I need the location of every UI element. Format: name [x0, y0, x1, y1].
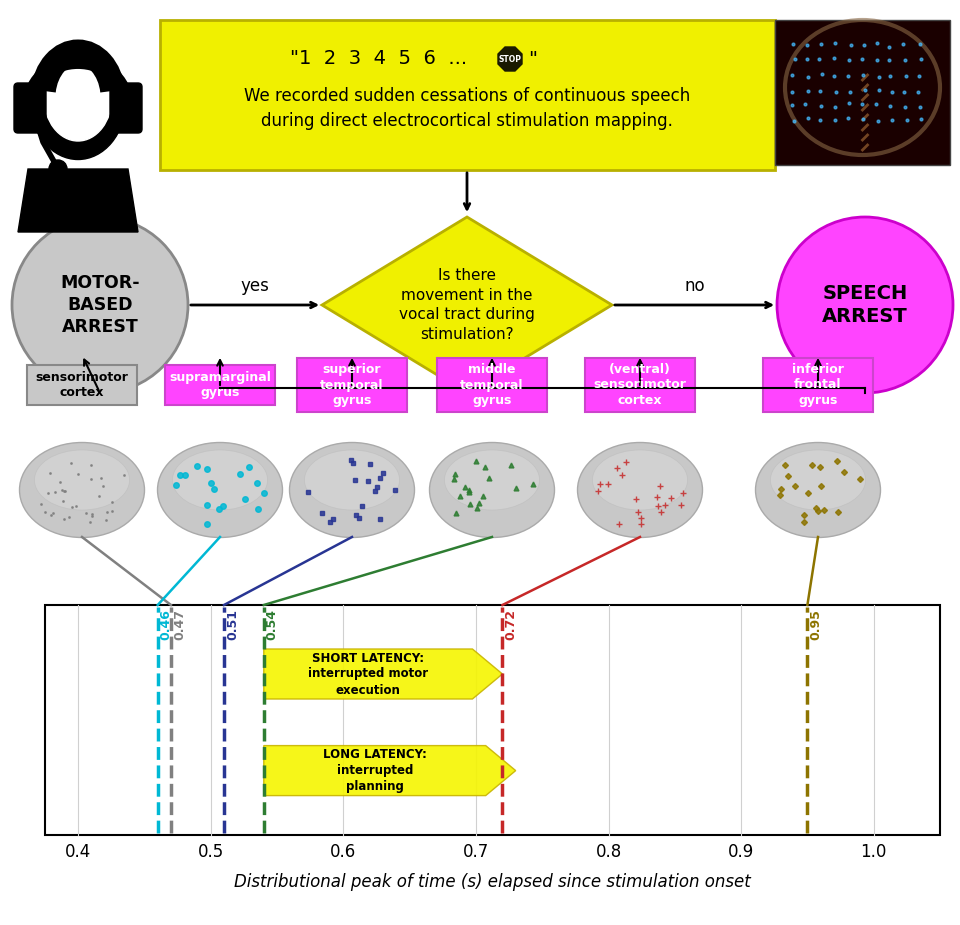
Text: no: no	[684, 277, 705, 295]
Ellipse shape	[771, 450, 866, 510]
Ellipse shape	[173, 450, 268, 510]
Ellipse shape	[44, 53, 112, 141]
FancyBboxPatch shape	[763, 358, 873, 412]
Text: yes: yes	[241, 277, 270, 295]
Text: "1  2  3  4  5  6  ...: "1 2 3 4 5 6 ...	[290, 50, 467, 68]
Ellipse shape	[304, 450, 399, 510]
Text: LONG LATENCY:
interrupted
planning: LONG LATENCY: interrupted planning	[323, 748, 426, 793]
Text: STOP: STOP	[498, 55, 521, 64]
Circle shape	[12, 217, 188, 393]
FancyBboxPatch shape	[110, 83, 142, 133]
Text: inferior
frontal
gyrus: inferior frontal gyrus	[792, 363, 844, 407]
Text: We recorded sudden cessations of continuous speech
during direct electrocortical: We recorded sudden cessations of continu…	[244, 87, 690, 130]
Text: ": "	[528, 50, 537, 68]
Text: 0.51: 0.51	[226, 609, 239, 640]
Ellipse shape	[444, 450, 540, 510]
Text: 0.72: 0.72	[504, 609, 517, 640]
Text: 1.0: 1.0	[860, 843, 887, 861]
Text: 0.5: 0.5	[198, 843, 224, 861]
FancyBboxPatch shape	[14, 83, 46, 133]
FancyBboxPatch shape	[45, 605, 940, 835]
Text: 0.6: 0.6	[330, 843, 356, 861]
FancyBboxPatch shape	[775, 20, 950, 165]
Text: middle
temporal
gyrus: middle temporal gyrus	[460, 363, 524, 407]
Text: MOTOR-
BASED
ARREST: MOTOR- BASED ARREST	[60, 274, 140, 336]
FancyBboxPatch shape	[585, 358, 695, 412]
Text: 0.95: 0.95	[809, 609, 823, 640]
Text: Distributional peak of time (s) elapsed since stimulation onset: Distributional peak of time (s) elapsed …	[234, 873, 751, 891]
Ellipse shape	[157, 442, 282, 537]
Ellipse shape	[578, 442, 703, 537]
FancyBboxPatch shape	[160, 20, 775, 170]
Circle shape	[777, 217, 953, 393]
Polygon shape	[322, 217, 612, 393]
Text: sensorimotor
cortex: sensorimotor cortex	[36, 371, 129, 400]
Text: 0.54: 0.54	[266, 609, 278, 640]
FancyBboxPatch shape	[297, 358, 407, 412]
Polygon shape	[18, 169, 138, 232]
Text: supramarginal
gyrus: supramarginal gyrus	[169, 371, 271, 400]
Text: (ventral)
sensorimotor
cortex: (ventral) sensorimotor cortex	[593, 363, 686, 407]
Text: SHORT LATENCY:
interrupted motor
execution: SHORT LATENCY: interrupted motor executi…	[308, 651, 428, 697]
FancyBboxPatch shape	[165, 365, 275, 405]
Ellipse shape	[19, 442, 145, 537]
Ellipse shape	[756, 442, 880, 537]
Text: SPEECH
ARREST: SPEECH ARREST	[822, 284, 908, 327]
Ellipse shape	[290, 442, 415, 537]
Text: 0.47: 0.47	[173, 609, 186, 640]
Ellipse shape	[429, 442, 555, 537]
Text: 0.7: 0.7	[463, 843, 489, 861]
Polygon shape	[264, 649, 502, 699]
Ellipse shape	[592, 450, 687, 510]
Text: 0.46: 0.46	[159, 609, 173, 640]
Circle shape	[49, 160, 67, 178]
Text: superior
temporal
gyrus: superior temporal gyrus	[321, 363, 384, 407]
Text: 0.9: 0.9	[728, 843, 755, 861]
Ellipse shape	[35, 450, 130, 510]
FancyBboxPatch shape	[437, 358, 547, 412]
Text: 0.8: 0.8	[595, 843, 622, 861]
FancyBboxPatch shape	[27, 365, 137, 405]
Polygon shape	[264, 746, 516, 796]
Text: 0.4: 0.4	[65, 843, 91, 861]
Ellipse shape	[31, 44, 126, 159]
Text: Is there
movement in the
vocal tract during
stimulation?: Is there movement in the vocal tract dur…	[399, 268, 535, 342]
